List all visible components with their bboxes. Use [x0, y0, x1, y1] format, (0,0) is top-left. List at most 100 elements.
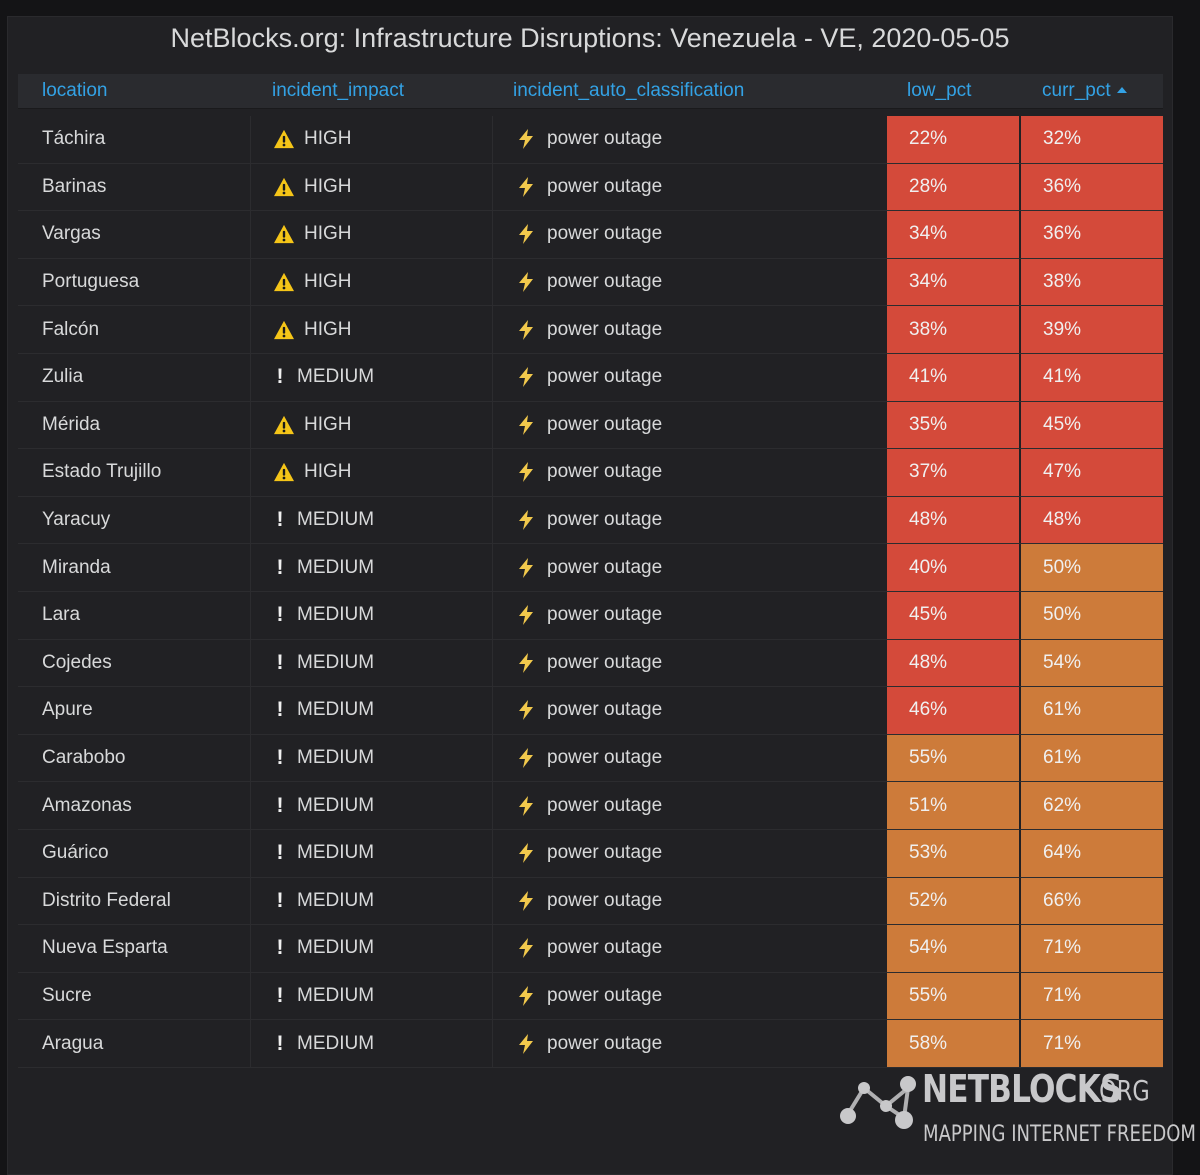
cell-incident-impact: HIGH [250, 306, 492, 353]
table-row[interactable]: Zulia! MEDIUM power outage 41% 41% [18, 353, 1163, 402]
table-row[interactable]: Carabobo! MEDIUM power outage 55% 61% [18, 734, 1163, 783]
table-row[interactable]: Aragua! MEDIUM power outage 58% 71% [18, 1020, 1163, 1068]
table-row[interactable]: Portuguesa HIGH power outage 34% 38% [18, 258, 1163, 307]
cell-incident-impact: ! MEDIUM [250, 829, 492, 877]
exclamation-icon: ! [276, 1031, 284, 1055]
cell-classification: power outage [492, 1020, 887, 1067]
cell-incident-impact: ! MEDIUM [250, 591, 492, 639]
cell-low-pct: 52% [887, 877, 1019, 925]
low-pct-text: 40% [909, 556, 948, 578]
column-header-location[interactable]: location [42, 74, 108, 108]
low-pct-text: 55% [909, 984, 948, 1006]
cell-curr-pct: 41% [1021, 353, 1163, 401]
cell-incident-impact: ! MEDIUM [250, 353, 492, 401]
cell-classification: power outage [492, 972, 887, 1020]
location-text: Distrito Federal [42, 889, 171, 911]
table-row[interactable]: Estado Trujillo HIGH power outage 37% 47% [18, 449, 1163, 497]
cell-curr-pct: 39% [1021, 306, 1163, 353]
warning-icon [274, 415, 294, 434]
table-row[interactable]: Falcón HIGH power outage 38% 39% [18, 306, 1163, 354]
cell-low-pct: 51% [887, 782, 1019, 829]
classification-text: power outage [547, 889, 663, 911]
impact-text: HIGH [304, 461, 352, 483]
column-header-incident-impact[interactable]: incident_impact [272, 74, 404, 108]
location-text: Carabobo [42, 747, 126, 769]
table-row[interactable]: Guárico! MEDIUM power outage 53% 64% [18, 829, 1163, 878]
cell-classification: power outage [492, 306, 887, 353]
impact-text: MEDIUM [297, 937, 375, 959]
column-header-curr-pct[interactable]: curr_pct [1042, 74, 1127, 108]
exclamation-icon: ! [276, 650, 284, 674]
lightning-bolt-icon [519, 462, 533, 483]
lightning-bolt-icon [519, 938, 533, 959]
cell-low-pct: 37% [887, 449, 1019, 496]
curr-pct-text: 71% [1043, 1032, 1082, 1054]
table-row[interactable]: Mérida HIGH power outage 35% 45% [18, 401, 1163, 450]
cell-location: Aragua [18, 1020, 250, 1067]
table-row[interactable]: Vargas HIGH power outage 34% 36% [18, 211, 1163, 259]
cell-classification: power outage [492, 163, 887, 211]
table-row[interactable]: Amazonas! MEDIUM power outage 51% 62% [18, 782, 1163, 830]
logo-name-suffix: .ORG [1092, 1074, 1150, 1107]
low-pct-text: 53% [909, 842, 948, 864]
cell-curr-pct: 64% [1021, 829, 1163, 877]
column-header-label: low_pct [907, 80, 972, 101]
low-pct-text: 34% [909, 223, 948, 245]
data-table: location incident_impact incident_auto_c… [18, 74, 1163, 1068]
panel-title[interactable]: NetBlocks.org: Infrastructure Disruption… [170, 23, 1010, 53]
impact-text: MEDIUM [297, 366, 375, 388]
table-row[interactable]: Miranda! MEDIUM power outage 40% 50% [18, 544, 1163, 592]
table-body: Táchira HIGH power outage 22% 32% Barinas HIGH… [18, 116, 1163, 1068]
table-row[interactable]: Sucre! MEDIUM power outage 55% 71% [18, 972, 1163, 1021]
table-row[interactable]: Barinas HIGH power outage 28% 36% [18, 163, 1163, 212]
cell-incident-impact: HIGH [250, 258, 492, 306]
cell-classification: power outage [492, 925, 887, 972]
exclamation-icon: ! [276, 841, 284, 865]
column-header-low-pct[interactable]: low_pct [907, 74, 971, 108]
cell-location: Lara [18, 592, 250, 639]
cell-location: Barinas [18, 164, 250, 211]
curr-pct-text: 61% [1043, 747, 1082, 769]
warning-icon [274, 225, 294, 244]
impact-text: MEDIUM [297, 1032, 375, 1054]
curr-pct-text: 54% [1043, 651, 1082, 673]
cell-incident-impact: ! MEDIUM [250, 639, 492, 687]
impact-text: HIGH [304, 271, 352, 293]
cell-location: Portuguesa [18, 259, 250, 306]
cell-low-pct: 58% [887, 1020, 1019, 1067]
cell-classification: power outage [492, 782, 887, 829]
exclamation-icon: ! [276, 365, 284, 389]
location-text: Nueva Esparta [42, 937, 168, 959]
netblocks-logo: NETBLOCKS .ORG MAPPING INTERNET FREEDOM [838, 1064, 1196, 1154]
location-text: Portuguesa [42, 271, 140, 293]
low-pct-text: 58% [909, 1032, 948, 1054]
location-text: Vargas [42, 223, 101, 245]
column-header-incident-auto-classification[interactable]: incident_auto_classification [513, 74, 744, 108]
classification-text: power outage [547, 413, 663, 435]
curr-pct-text: 66% [1043, 889, 1082, 911]
lightning-bolt-icon [519, 414, 533, 435]
impact-text: HIGH [304, 318, 352, 340]
cell-classification: power outage [492, 449, 887, 496]
table-row[interactable]: Lara! MEDIUM power outage 45% 50% [18, 591, 1163, 640]
exclamation-icon: ! [276, 698, 284, 722]
cell-incident-impact: ! MEDIUM [250, 972, 492, 1020]
classification-text: power outage [547, 1032, 663, 1054]
table-row[interactable]: Yaracuy! MEDIUM power outage 48% 48% [18, 496, 1163, 545]
table-row[interactable]: Apure! MEDIUM power outage 46% 61% [18, 687, 1163, 735]
impact-text: MEDIUM [297, 651, 375, 673]
classification-text: power outage [547, 937, 663, 959]
table-row[interactable]: Nueva Esparta! MEDIUM power outage 54% 71% [18, 925, 1163, 973]
table-row[interactable]: Táchira HIGH power outage 22% 32% [18, 116, 1163, 164]
table-row[interactable]: Distrito Federal! MEDIUM power outage 52% 66… [18, 877, 1163, 926]
column-header-label: curr_pct [1042, 80, 1111, 101]
lightning-bolt-icon [519, 985, 533, 1006]
location-text: Zulia [42, 366, 84, 388]
cell-curr-pct: 71% [1021, 925, 1163, 972]
table-row[interactable]: Cojedes! MEDIUM power outage 48% 54% [18, 639, 1163, 688]
exclamation-icon: ! [276, 983, 284, 1007]
curr-pct-text: 61% [1043, 699, 1082, 721]
lightning-bolt-icon [519, 652, 533, 673]
cell-classification: power outage [492, 639, 887, 687]
lightning-bolt-icon [519, 890, 533, 911]
